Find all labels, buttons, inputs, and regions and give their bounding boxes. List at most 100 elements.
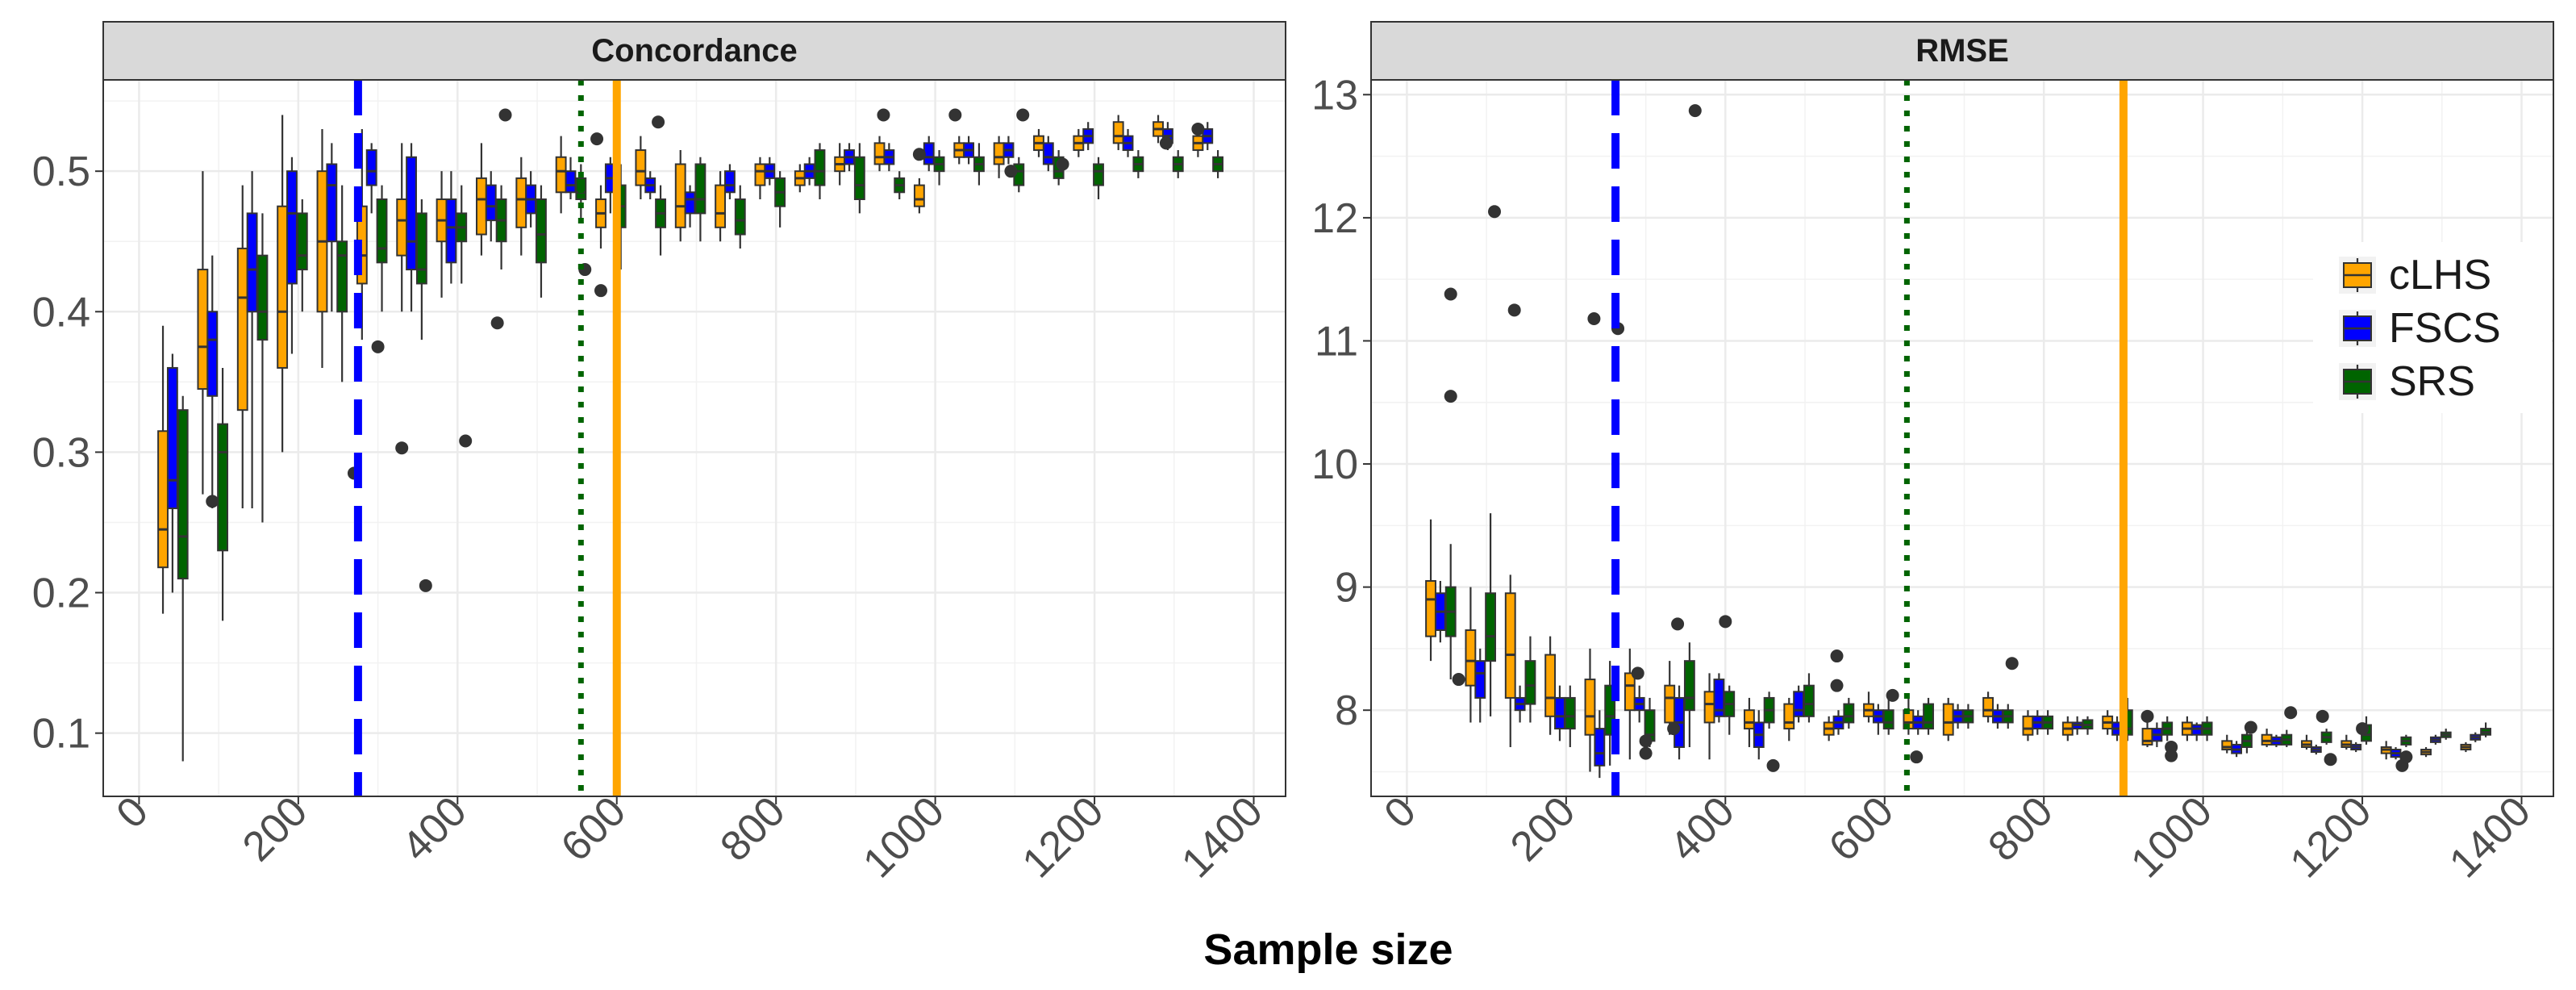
outlier-point xyxy=(2324,753,2337,767)
x-tick-label: 400 xyxy=(393,787,475,870)
box-fscs xyxy=(1633,685,1645,723)
box-srs xyxy=(296,199,308,312)
outlier-point xyxy=(1159,136,1173,150)
box-body xyxy=(555,156,567,194)
box-body xyxy=(1093,163,1104,186)
x-axis-title: Sample size xyxy=(1203,925,1453,974)
box-clhs xyxy=(674,150,686,242)
x-tick-label: 400 xyxy=(1661,787,1743,870)
box-body xyxy=(406,156,417,271)
box-srs xyxy=(853,143,865,214)
y-tick-label: 0.5 xyxy=(32,148,90,195)
box-fscs xyxy=(1202,122,1214,151)
y-tick-label: 0.2 xyxy=(32,570,90,617)
box-clhs xyxy=(1504,574,1516,747)
box-body xyxy=(1783,703,1795,730)
outlier-point xyxy=(590,132,604,146)
x-tick-label: 200 xyxy=(234,787,316,870)
box-body xyxy=(1942,703,1954,736)
box-body xyxy=(1624,672,1636,712)
box-fscs xyxy=(2429,734,2441,745)
box-srs xyxy=(655,185,666,256)
box-fscs xyxy=(2470,732,2482,742)
box-srs xyxy=(1683,642,1695,747)
box-srs xyxy=(1485,513,1497,716)
outlier-point xyxy=(1639,746,1653,760)
box-body xyxy=(1474,660,1486,699)
box-fscs xyxy=(1474,648,1486,723)
outlier-point xyxy=(912,148,926,161)
box-clhs xyxy=(2301,734,2312,750)
box-fscs xyxy=(883,143,895,172)
box-fscs xyxy=(2390,746,2402,760)
outlier-point xyxy=(2165,749,2178,762)
outlier-point xyxy=(2356,722,2370,736)
box-srs xyxy=(415,199,427,340)
box-body xyxy=(2141,728,2153,746)
panel-concordance-border xyxy=(102,79,1286,797)
box-body xyxy=(177,409,189,580)
outlier-point xyxy=(2005,657,2019,670)
y-tick-label: 0.1 xyxy=(32,711,90,758)
box-clhs xyxy=(1425,519,1436,662)
legend-label: FSCS xyxy=(2389,305,2501,352)
outlier-point xyxy=(1452,673,1465,687)
panel-concordance-marks xyxy=(157,80,1224,796)
outlier-point xyxy=(490,316,504,330)
outlier-point xyxy=(1671,617,1685,631)
box-srs xyxy=(456,185,468,284)
box-clhs xyxy=(873,136,886,172)
x-tick-label: 1000 xyxy=(854,787,953,887)
box-fscs xyxy=(2310,744,2322,755)
outlier-point xyxy=(1766,758,1780,772)
legend-item-fscs: FSCS xyxy=(2339,305,2501,352)
outlier-point xyxy=(371,340,385,353)
box-body xyxy=(565,170,577,194)
x-tick-label: 800 xyxy=(711,787,794,870)
panel-rmse-plot-area xyxy=(1371,80,2553,796)
box-body xyxy=(485,184,497,222)
box-body xyxy=(157,430,169,569)
box-srs xyxy=(2241,729,2253,754)
box-clhs xyxy=(715,171,727,242)
y-tick-label: 11 xyxy=(1315,318,1358,365)
box-body xyxy=(1594,728,1606,767)
y-tick-label: 10 xyxy=(1311,441,1358,488)
panel-concordance-strip xyxy=(102,21,1286,81)
box-clhs xyxy=(1112,115,1124,151)
box-body xyxy=(277,205,289,369)
box-body xyxy=(1544,654,1557,717)
box-body xyxy=(217,423,229,552)
x-tick-label: 600 xyxy=(1820,787,1903,870)
box-srs xyxy=(1962,704,1974,729)
box-body xyxy=(2261,733,2273,746)
box-body xyxy=(1703,691,1715,724)
box-clhs xyxy=(1073,128,1085,157)
box-srs xyxy=(814,143,826,199)
box-body xyxy=(1793,691,1805,717)
box-srs xyxy=(256,213,269,523)
box-fscs xyxy=(644,171,657,199)
outlier-point xyxy=(395,441,409,455)
box-srs xyxy=(1803,673,1815,723)
y-tick-label: 13 xyxy=(1311,72,1358,119)
box-body xyxy=(734,198,746,236)
outlier-point xyxy=(1631,666,1644,680)
box-srs xyxy=(2400,734,2412,747)
box-body xyxy=(1683,660,1695,712)
box-srs xyxy=(2002,704,2014,729)
outlier-point xyxy=(1016,108,1030,122)
panel-concordance: Concordance 0.10.20.30.40.50 200 400 600 800… xyxy=(32,21,1286,887)
outlier-point xyxy=(1830,679,1844,692)
box-fscs xyxy=(206,255,219,509)
box-body xyxy=(536,198,547,264)
box-clhs xyxy=(1624,648,1636,760)
box-srs xyxy=(1444,544,1457,680)
box-clhs xyxy=(595,185,606,249)
box-clhs xyxy=(913,178,925,214)
outlier-point xyxy=(1004,165,1018,178)
box-srs xyxy=(536,185,547,298)
box-body xyxy=(635,149,647,186)
